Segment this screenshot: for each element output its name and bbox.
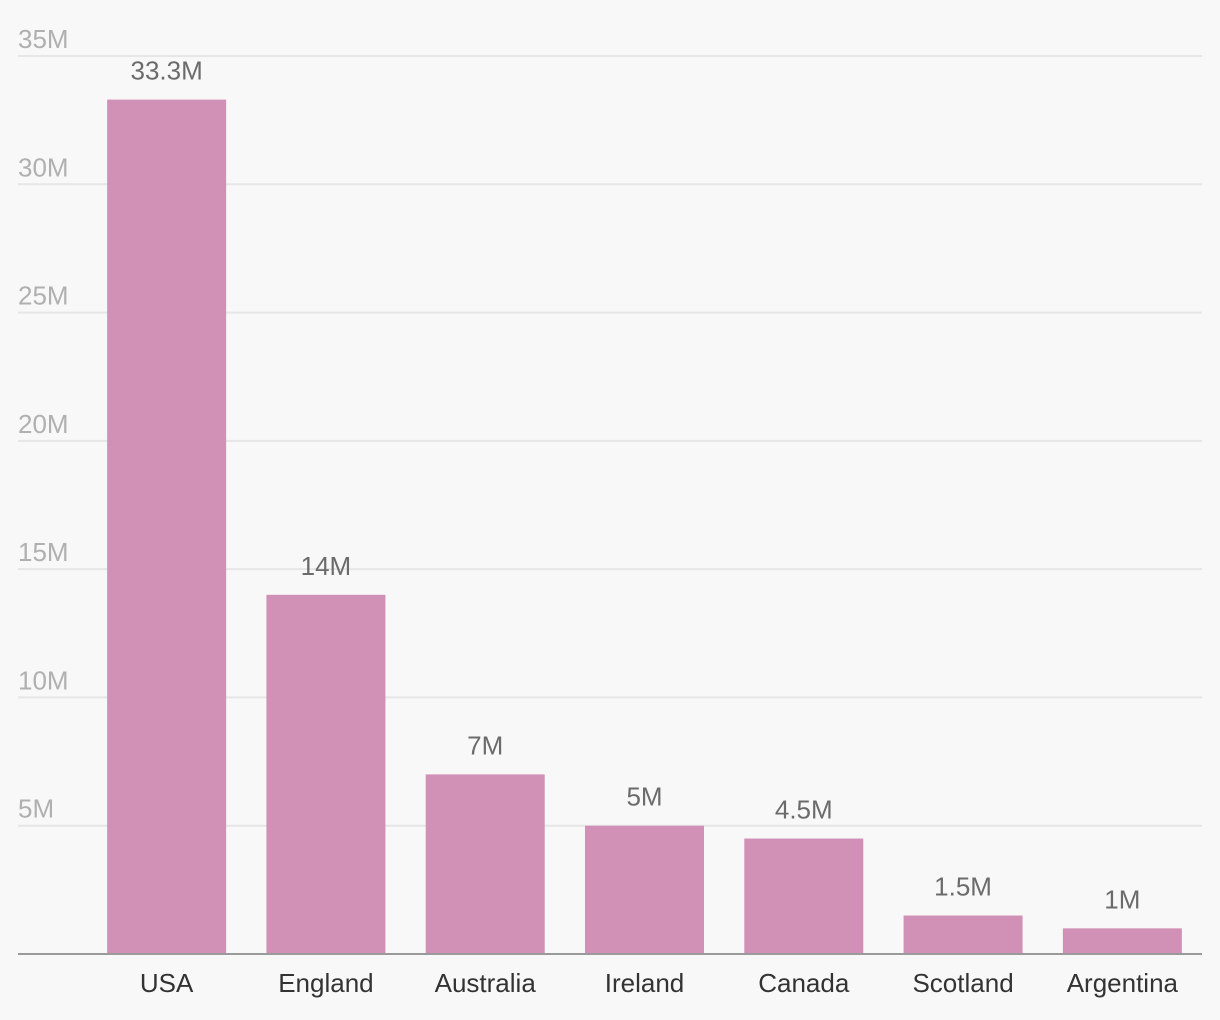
- y-tick-label: 35M: [18, 24, 69, 54]
- data-label: 7M: [467, 730, 503, 760]
- x-axis-tick-labels: USA England Australia Ireland Canada Scotland…: [140, 968, 1179, 998]
- y-tick-label: 10M: [18, 665, 69, 695]
- bar-australia: [425, 774, 545, 954]
- x-tick-label: England: [278, 968, 373, 998]
- data-label: 1M: [1104, 884, 1140, 914]
- bar-argentina: [1062, 928, 1182, 954]
- y-tick-label: 5M: [18, 794, 54, 824]
- data-label: 14M: [301, 551, 352, 581]
- data-label: 1.5M: [934, 872, 992, 902]
- x-tick-label: USA: [140, 968, 194, 998]
- y-tick-label: 15M: [18, 537, 69, 567]
- y-tick-label: 20M: [18, 409, 69, 439]
- bars: [107, 99, 1182, 955]
- bar-scotland: [903, 915, 1023, 954]
- x-tick-label: Canada: [758, 968, 850, 998]
- data-label: 33.3M: [131, 56, 203, 86]
- bar-ireland: [585, 825, 704, 954]
- data-label: 4.5M: [775, 795, 833, 825]
- x-tick-label: Ireland: [605, 968, 685, 998]
- data-label: 5M: [626, 782, 662, 812]
- y-tick-label: 25M: [18, 281, 69, 311]
- x-tick-label: Australia: [435, 968, 537, 998]
- bar-canada: [744, 838, 864, 954]
- bar-usa: [107, 99, 227, 955]
- bar-england: [266, 594, 386, 954]
- data-labels: 33.3M 14M 7M 5M 4.5M 1.5M 1M: [131, 56, 1141, 915]
- x-tick-label: Argentina: [1067, 968, 1179, 998]
- y-axis-tick-labels: 5M 10M 15M 20M 25M 30M 35M: [18, 24, 69, 824]
- x-tick-label: Scotland: [912, 968, 1013, 998]
- y-tick-label: 30M: [18, 152, 69, 182]
